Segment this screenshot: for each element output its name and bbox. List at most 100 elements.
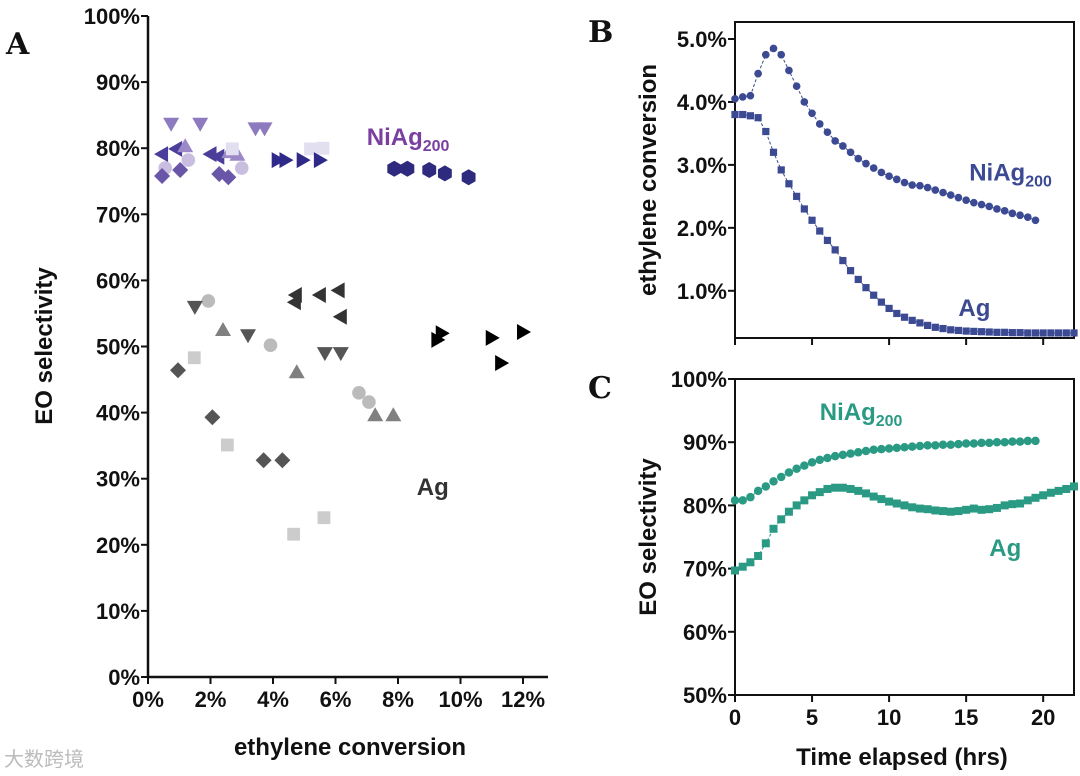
- data-point: [1008, 209, 1017, 218]
- data-point: [255, 452, 272, 469]
- data-point: [877, 495, 886, 504]
- data-point: [304, 142, 317, 156]
- data-point: [1008, 500, 1017, 509]
- data-point: [220, 438, 234, 452]
- data-point: [1023, 436, 1033, 446]
- data-point: [823, 128, 832, 136]
- data-point: [893, 309, 901, 318]
- annotation-subscript: 200: [876, 413, 903, 430]
- data-point: [823, 453, 832, 463]
- data-point: [915, 441, 925, 451]
- data-point: [1054, 486, 1063, 495]
- panel-b-ylabel: ethylene conversion: [635, 64, 662, 296]
- data-point: [800, 461, 809, 470]
- data-point: [234, 161, 249, 175]
- data-point: [1001, 328, 1009, 336]
- data-point: [939, 507, 948, 516]
- x-tick-label: 15: [954, 705, 978, 730]
- data-point: [776, 472, 786, 482]
- y-tick-label: 3.0%: [677, 153, 727, 178]
- data-point: [923, 441, 932, 450]
- data-point: [885, 172, 893, 181]
- data-point: [939, 324, 947, 333]
- data-point: [931, 506, 940, 515]
- series-ag-circle: [201, 294, 376, 409]
- y-tick-label: 100%: [671, 367, 727, 392]
- data-point: [1070, 482, 1078, 491]
- data-point: [854, 486, 863, 495]
- data-point: [808, 216, 816, 224]
- data-point: [154, 146, 169, 163]
- data-point: [892, 499, 901, 508]
- watermark: 大数跨境: [4, 748, 84, 771]
- data-point: [210, 148, 225, 165]
- y-tick-label: 90%: [96, 70, 140, 95]
- data-point: [311, 286, 326, 303]
- data-point: [777, 50, 786, 59]
- data-point: [785, 66, 793, 75]
- data-point: [367, 407, 384, 422]
- data-point: [769, 44, 778, 53]
- data-point: [985, 328, 993, 336]
- series-line: [734, 485, 1075, 571]
- data-point: [831, 137, 839, 145]
- data-point: [931, 323, 939, 331]
- data-point: [1008, 329, 1016, 337]
- data-point: [154, 167, 171, 184]
- series-annotation: Ag: [417, 474, 449, 501]
- data-point: [287, 527, 301, 541]
- series-annotation: NiAg200: [820, 399, 903, 430]
- data-point: [1016, 499, 1025, 508]
- data-point: [286, 294, 301, 311]
- data-point: [830, 451, 840, 461]
- data-point: [784, 507, 793, 516]
- data-point: [923, 505, 932, 514]
- data-point: [900, 501, 909, 510]
- data-point: [761, 50, 770, 59]
- panel-a: 0% 10% 20% 30% 40% 50% 60% 70% 80% 90% 100% 0% 2% 4% 6…: [84, 4, 548, 712]
- annotation-text: NiAg: [820, 399, 876, 426]
- data-point: [823, 236, 832, 245]
- data-point: [946, 191, 955, 199]
- y-tick-label: 0%: [108, 665, 140, 690]
- data-point: [977, 200, 986, 209]
- data-point: [739, 110, 747, 119]
- data-point: [279, 152, 294, 169]
- series-annotation: Ag: [958, 295, 990, 322]
- data-point: [1054, 329, 1063, 337]
- data-point: [969, 504, 978, 513]
- data-point: [793, 192, 801, 200]
- panel-a-xlabel: ethylene conversion: [234, 734, 466, 761]
- data-point: [1023, 213, 1032, 221]
- x-tick-label: 0%: [132, 687, 164, 712]
- data-point: [201, 294, 216, 308]
- annotation-text: NiAg: [969, 160, 1025, 187]
- data-point: [1023, 496, 1032, 505]
- data-point: [954, 507, 963, 516]
- data-point: [495, 355, 510, 372]
- x-tick-label: 8%: [382, 687, 414, 712]
- series-niag-down-triangle: [163, 117, 273, 137]
- data-point: [954, 193, 963, 202]
- data-point: [846, 449, 855, 458]
- data-point: [854, 275, 862, 284]
- series-line: [734, 47, 1036, 221]
- y-tick-label: 4.0%: [677, 90, 727, 115]
- data-point: [885, 497, 894, 506]
- data-point: [946, 440, 955, 449]
- data-point: [1046, 488, 1055, 497]
- data-point: [831, 483, 840, 492]
- series-niag200: [731, 44, 1040, 225]
- data-point: [400, 160, 415, 177]
- series-line: [735, 114, 1074, 334]
- y-tick-label: 90%: [683, 430, 727, 455]
- data-point: [1016, 211, 1024, 220]
- data-point: [754, 69, 762, 78]
- data-point: [923, 183, 932, 192]
- series-niag-hexagon: [387, 160, 476, 186]
- data-point: [330, 282, 345, 299]
- data-point: [316, 347, 333, 362]
- annotation-text: Ag: [417, 474, 449, 501]
- annotation-subscript: 200: [423, 138, 450, 155]
- data-point: [954, 439, 963, 449]
